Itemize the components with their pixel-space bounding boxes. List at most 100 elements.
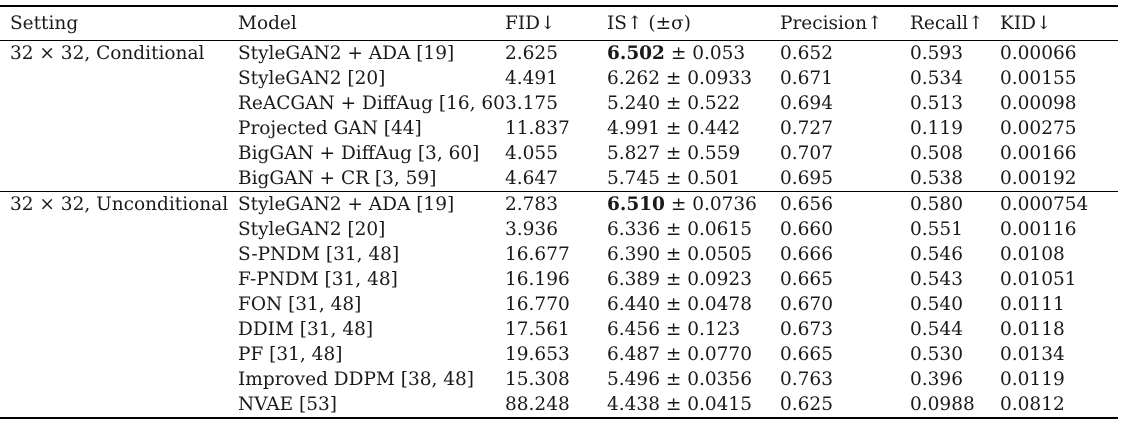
is-mean: 5.240 (607, 93, 660, 114)
is-mean: 5.745 (607, 168, 660, 189)
cell-kid: 0.00275 (1000, 118, 1077, 139)
is-mean: 4.438 (607, 394, 660, 415)
cell-model: Projected GAN [44] (238, 118, 422, 139)
cell-recall: 0.119 (910, 118, 963, 139)
cell-recall: 0.546 (910, 244, 963, 265)
cell-kid: 0.00166 (1000, 143, 1077, 164)
cell-recall: 0.396 (910, 369, 963, 390)
cell-precision: 0.707 (780, 143, 833, 164)
table-header: Setting Model FID↓ IS↑ (±σ) Precision↑ R… (0, 6, 1118, 41)
col-header-precision: Precision↑ (780, 6, 910, 41)
is-mean: 5.496 (607, 369, 660, 390)
table-row: PF [31, 48] 19.653 6.487 ± 0.0770 0.665 … (0, 342, 1118, 367)
cell-model: StyleGAN2 + ADA [19] (238, 191, 505, 217)
cell-kid: 0.0118 (1000, 319, 1065, 340)
cell-is: 6.487 ± 0.0770 (607, 342, 780, 367)
cell-model: ReACGAN + DiffAug [16, 60] (238, 93, 505, 114)
cell-fid: 4.491 (505, 68, 558, 89)
col-header-kid: KID↓ (1000, 6, 1118, 41)
cell-recall: 0.543 (910, 269, 963, 290)
is-sigma: ± 0.0478 (665, 294, 752, 315)
cell-fid: 2.625 (505, 43, 558, 64)
cell-is: 5.240 ± 0.522 (607, 91, 780, 116)
cell-kid: 0.0108 (1000, 244, 1065, 265)
is-mean: 6.336 (607, 219, 660, 240)
cell-recall: 0.593 (910, 43, 963, 64)
cell-precision: 0.763 (780, 369, 833, 390)
cell-precision: 0.665 (780, 269, 833, 290)
is-sigma: ± 0.0770 (665, 344, 752, 365)
header-row: Setting Model FID↓ IS↑ (±σ) Precision↑ R… (0, 6, 1118, 41)
is-mean: 4.991 (607, 118, 660, 139)
is-sigma: ± 0.0933 (665, 68, 752, 89)
cell-setting (0, 166, 238, 192)
is-sigma: ± 0.559 (665, 143, 741, 164)
table-row: S-PNDM [31, 48] 16.677 6.390 ± 0.0505 0.… (0, 242, 1118, 267)
cell-is: 6.262 ± 0.0933 (607, 66, 780, 91)
cell-model: StyleGAN2 [20] (238, 219, 386, 240)
cell-setting (0, 66, 238, 91)
table-row: DDIM [31, 48] 17.561 6.456 ± 0.123 0.673… (0, 317, 1118, 342)
cell-setting (0, 267, 238, 292)
cell-is: 5.827 ± 0.559 (607, 141, 780, 166)
cell-setting: 32 × 32, Unconditional (0, 191, 238, 217)
table-row: StyleGAN2 [20] 3.936 6.336 ± 0.0615 0.66… (0, 217, 1118, 242)
cell-recall: 0.551 (910, 219, 963, 240)
is-mean: 6.510 (607, 194, 665, 215)
cell-setting (0, 116, 238, 141)
cell-recall: 0.544 (910, 319, 963, 340)
cell-model: Improved DDPM [38, 48] (238, 369, 475, 390)
cell-model: BigGAN + DiffAug [3, 60] (238, 143, 480, 164)
col-header-setting: Setting (0, 6, 238, 41)
cell-kid: 0.0111 (1000, 294, 1065, 315)
cell-precision: 0.727 (780, 118, 833, 139)
cell-setting (0, 91, 238, 116)
col-header-model: Model (238, 6, 505, 41)
cell-fid: 11.837 (505, 118, 570, 139)
cell-fid: 88.248 (505, 394, 570, 415)
cell-recall: 0.538 (910, 168, 963, 189)
cell-recall: 0.508 (910, 143, 963, 164)
is-sigma: ± 0.0356 (665, 369, 752, 390)
is-mean: 6.502 (607, 43, 665, 64)
cell-is: 4.438 ± 0.0415 (607, 392, 780, 418)
cell-precision: 0.671 (780, 68, 833, 89)
is-sigma: ± 0.0736 (670, 194, 757, 215)
is-mean: 5.827 (607, 143, 660, 164)
table-row: Improved DDPM [38, 48] 15.308 5.496 ± 0.… (0, 367, 1118, 392)
is-sigma: ± 0.501 (665, 168, 741, 189)
cell-fid: 3.175 (505, 93, 558, 114)
cell-recall: 0.530 (910, 344, 963, 365)
cell-model: FON [31, 48] (238, 294, 362, 315)
cell-setting (0, 392, 238, 418)
cell-setting (0, 367, 238, 392)
cell-model: NVAE [53] (238, 394, 338, 415)
cell-precision: 0.665 (780, 344, 833, 365)
cell-recall: 0.534 (910, 68, 963, 89)
cell-model: F-PNDM [31, 48] (238, 269, 398, 290)
cell-setting (0, 217, 238, 242)
cell-precision: 0.694 (780, 93, 833, 114)
table-row: F-PNDM [31, 48] 16.196 6.389 ± 0.0923 0.… (0, 267, 1118, 292)
table-row: NVAE [53] 88.248 4.438 ± 0.0415 0.625 0.… (0, 392, 1118, 418)
is-sigma: ± 0.0505 (665, 244, 752, 265)
cell-kid: 0.000754 (1000, 191, 1118, 217)
cell-is: 5.745 ± 0.501 (607, 166, 780, 192)
table-row: ReACGAN + DiffAug [16, 60] 3.175 5.240 ±… (0, 91, 1118, 116)
cell-fid: 16.677 (505, 244, 570, 265)
cell-setting (0, 242, 238, 267)
is-mean: 6.456 (607, 319, 660, 340)
table-row: Projected GAN [44] 11.837 4.991 ± 0.442 … (0, 116, 1118, 141)
cell-fid: 16.196 (505, 269, 570, 290)
is-mean: 6.440 (607, 294, 660, 315)
cell-precision: 0.660 (780, 219, 833, 240)
cell-setting (0, 317, 238, 342)
cell-is: 6.336 ± 0.0615 (607, 217, 780, 242)
cell-fid: 2.783 (505, 191, 607, 217)
table-row: FON [31, 48] 16.770 6.440 ± 0.0478 0.670… (0, 292, 1118, 317)
is-mean: 6.389 (607, 269, 660, 290)
cell-fid: 16.770 (505, 294, 570, 315)
is-sigma: ± 0.522 (665, 93, 741, 114)
is-sigma: ± 0.0415 (665, 394, 752, 415)
